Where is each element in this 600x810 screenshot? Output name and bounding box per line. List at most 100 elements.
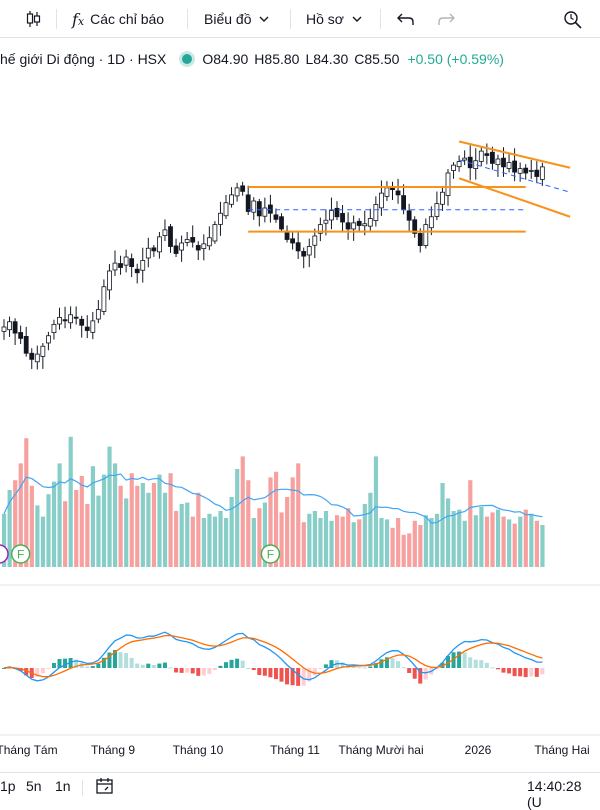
redo-button[interactable] xyxy=(437,0,455,38)
volume-bar xyxy=(390,527,395,567)
macd-histogram-bar xyxy=(401,667,406,669)
candle-up xyxy=(362,223,368,227)
dividend-marker-label: F xyxy=(17,548,24,562)
volume-bar xyxy=(240,456,245,567)
chart-type-label: Biểu đồ xyxy=(204,11,252,27)
volume-bar xyxy=(51,481,57,567)
candle-up xyxy=(40,345,46,357)
macd-histogram-bar xyxy=(257,668,262,676)
candle-up xyxy=(428,216,434,229)
volume-bar xyxy=(423,515,428,567)
dividend-marker-icon xyxy=(10,544,31,564)
candle-up xyxy=(156,236,162,253)
macd-histogram-bar xyxy=(240,660,245,668)
date-range-button[interactable] xyxy=(95,776,115,799)
candle-up xyxy=(51,323,57,333)
descending-channel-top xyxy=(458,140,571,169)
interval-5d[interactable]: 5n xyxy=(26,778,42,794)
profile-button[interactable]: Hồ sơ xyxy=(306,0,362,38)
candle-up xyxy=(218,212,223,225)
candle-up xyxy=(423,224,429,246)
volume-bar xyxy=(479,506,484,567)
symbol-title[interactable]: hế giới Di động · 1D · HSX xyxy=(0,51,167,67)
chart-type-button[interactable]: Biểu đồ xyxy=(204,0,269,38)
candle-up xyxy=(306,246,312,256)
candle-down xyxy=(79,318,85,326)
volume-bar xyxy=(396,518,401,567)
undo-button[interactable] xyxy=(397,0,415,38)
candle-up xyxy=(206,237,212,247)
candle-up xyxy=(440,191,445,205)
search-replay-icon xyxy=(564,11,582,29)
volume-bar xyxy=(212,516,218,567)
candle-up xyxy=(323,219,329,224)
volume-bar xyxy=(285,497,290,567)
macd-histogram-bar xyxy=(162,662,167,668)
candle-down xyxy=(84,326,90,331)
indicators-button[interactable]: fx Các chỉ báo xyxy=(72,0,164,38)
candle-down xyxy=(417,233,423,247)
candle-up xyxy=(112,262,118,271)
candle-up xyxy=(312,235,318,246)
separator xyxy=(187,9,188,29)
candle-down xyxy=(290,238,296,244)
volume-bar xyxy=(384,519,390,567)
macd-histogram-bar xyxy=(24,668,29,676)
quick-search-button[interactable] xyxy=(563,0,583,38)
interval-1m[interactable]: 1p xyxy=(0,778,16,794)
volume-bar xyxy=(13,480,18,567)
volume-bar xyxy=(113,463,118,567)
candle-down xyxy=(173,245,179,254)
macd-histogram-bar xyxy=(46,668,51,669)
candle-up xyxy=(184,239,190,243)
macd-histogram-bar xyxy=(423,668,428,680)
volume-bar xyxy=(457,509,462,567)
candles-icon[interactable] xyxy=(24,0,42,38)
macd-histogram-bar xyxy=(312,668,317,676)
x-axis-label: Tháng 9 xyxy=(91,743,135,757)
macd-histogram-bar xyxy=(190,668,195,674)
macd-histogram-bar xyxy=(501,668,506,673)
price-chart[interactable]: F F Tháng Tám Tháng 9 Tháng 10 Tháng 11 Tháng … xyxy=(0,72,600,772)
candle-up xyxy=(451,164,456,171)
dividend-marker-label: F xyxy=(267,548,274,562)
candle-down xyxy=(129,258,135,268)
candle-up xyxy=(7,321,12,331)
symbol-legend: hế giới Di động · 1D · HSX O84.90 H85.80… xyxy=(0,48,504,70)
macd-histogram-bar xyxy=(246,667,251,669)
volume-bar xyxy=(468,480,473,567)
candles-group xyxy=(1,143,545,370)
volume-bar xyxy=(18,463,23,567)
profile-label: Hồ sơ xyxy=(306,11,344,27)
macd-histogram-bar xyxy=(473,659,478,668)
macd-histogram-bar xyxy=(151,664,156,668)
candle-down xyxy=(134,268,140,274)
interval-1d[interactable]: 1n xyxy=(55,778,71,794)
candle-up xyxy=(384,187,390,197)
volume-bar xyxy=(79,476,84,567)
volume-bar xyxy=(135,485,140,567)
volume-bar xyxy=(346,508,351,567)
redo-icon xyxy=(438,13,455,25)
volume-bar xyxy=(185,502,190,567)
volume-bar xyxy=(7,490,12,567)
volume-bar xyxy=(373,456,379,567)
macd-histogram-bar xyxy=(412,668,417,679)
volume-bar xyxy=(174,511,179,567)
volume-bar xyxy=(312,511,317,567)
candle-up xyxy=(251,200,257,213)
volume-bar xyxy=(318,518,323,567)
macd-histogram-bar xyxy=(468,657,473,668)
volume-bar xyxy=(68,436,73,567)
volume-bar xyxy=(107,446,112,567)
volume-bar xyxy=(290,477,295,567)
candle-down xyxy=(62,319,68,322)
volume-bar xyxy=(273,471,279,567)
candle-up xyxy=(528,169,534,172)
macd-histogram-bar xyxy=(462,652,467,668)
volume-bar xyxy=(279,512,284,567)
candle-down xyxy=(12,321,18,334)
macd-histogram-bar xyxy=(490,667,495,669)
macd-histogram-bar xyxy=(446,656,450,668)
candle-down xyxy=(273,214,279,220)
